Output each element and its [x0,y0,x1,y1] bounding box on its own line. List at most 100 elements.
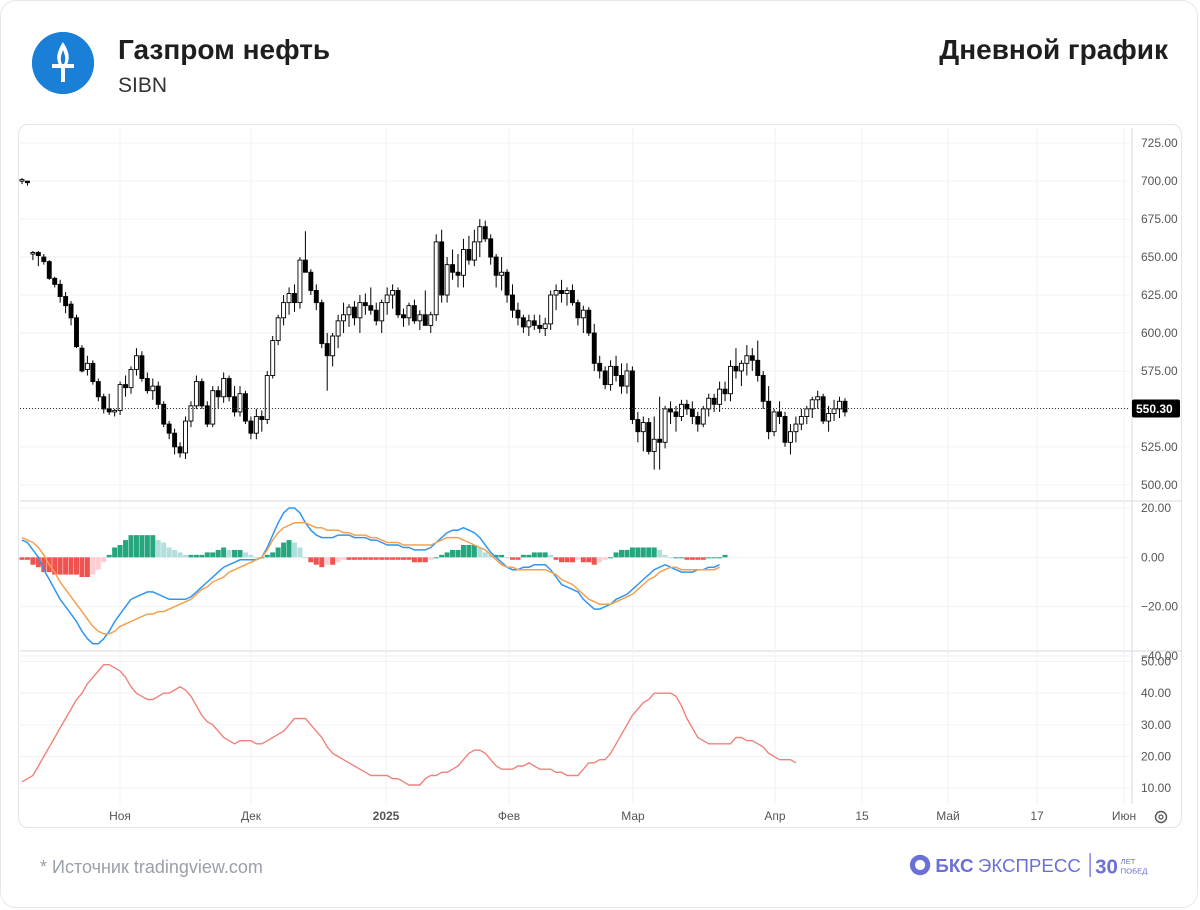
x-tick-label: Июн [1112,809,1136,823]
macd-histogram-bar [499,554,505,558]
macd-histogram-bar [477,547,483,558]
macd-histogram-bar [199,554,205,558]
candle [777,401,782,425]
candle [63,291,69,314]
candle-body [379,302,385,322]
candle-body [651,438,657,452]
candle-body [510,294,515,311]
candle-body [259,416,265,420]
macd-histogram-bar [700,557,706,560]
candle [733,348,739,379]
candle-body [373,309,379,322]
macd-histogram-bar [401,557,406,560]
candle [177,442,183,458]
candle [613,355,619,382]
x-tick-label: Май [936,809,960,823]
candle [259,410,265,432]
candle [548,290,554,330]
candle-body [330,335,336,357]
candle [401,308,406,327]
candle-body [706,397,712,410]
x-tick-label: Ноя [109,809,131,823]
candle-body [760,375,766,402]
x-tick-label: Мар [621,809,645,823]
candle-body [531,320,537,326]
candle-body [488,238,494,258]
candle-body [384,294,390,304]
macd-histogram-bar [286,540,292,558]
macd-histogram-bar [35,557,41,568]
candle [242,390,248,425]
candle-body [352,306,357,319]
macd-histogram [19,535,728,578]
candle-body [613,365,619,376]
macd-histogram-bar [466,545,472,558]
candle [488,234,494,265]
candle [553,284,559,311]
candle [461,238,466,288]
macd-histogram-bar [90,557,96,575]
candle [760,370,766,409]
candle [232,386,238,417]
candle [19,178,25,185]
macd-histogram-bar [95,557,101,570]
candle [646,418,652,455]
macd-histogram-bar [210,552,216,558]
candle-body [57,283,63,297]
candle-body [346,306,352,316]
macd-histogram-bar [395,557,401,560]
candle [842,398,848,417]
macd-histogram-bar [68,557,74,575]
candle-body [553,290,559,296]
candle [193,375,199,409]
macd-histogram-bar [150,535,156,558]
candle [466,235,472,265]
macd-histogram-bar [24,557,30,560]
macd-histogram-bar [308,557,314,563]
macd-histogram-bar [362,557,368,560]
macd-histogram-bar [471,545,477,558]
macd-histogram-bar [188,554,194,558]
macd-histogram-bar [384,557,390,560]
x-tick-label: Дек [241,809,262,823]
macd-histogram-bar [183,554,188,558]
brand-years-number: 30 [1095,857,1118,879]
candle [210,386,216,428]
candle-body [270,340,276,376]
price-tick-label: 650.00 [1141,250,1178,264]
candle [292,284,297,312]
price-tick-label: 700.00 [1141,174,1178,188]
candle-body [308,271,314,291]
macd-histogram-bar [613,552,619,558]
candle-body [782,416,788,443]
candle-body [411,305,417,322]
candle-body [738,362,744,372]
settings-gear-icon[interactable] [1154,810,1168,824]
candle-body [144,378,150,392]
candle-body [831,408,837,414]
candle-body [591,332,597,364]
macd-histogram-bar [379,557,385,560]
macd-histogram-bar [106,554,112,558]
candle [270,336,276,379]
candle-body [515,309,521,319]
candle [237,386,243,417]
macd-histogram-bar [226,549,232,558]
candle [673,405,679,432]
candle-body [297,259,303,304]
brand-years-bottom: ПОБЕД [1121,867,1149,876]
candle-body [837,400,842,410]
candle [52,276,58,288]
macd-histogram-bar [253,557,259,559]
candle [313,284,319,311]
candle [281,295,287,326]
candle [629,366,635,425]
adx-line [21,664,797,786]
candle [738,360,744,387]
candle-body [755,359,761,376]
candle [106,393,112,415]
candle-body [155,385,161,405]
candle [542,317,548,337]
macd-histogram-bar [373,557,379,560]
candle [411,299,417,324]
